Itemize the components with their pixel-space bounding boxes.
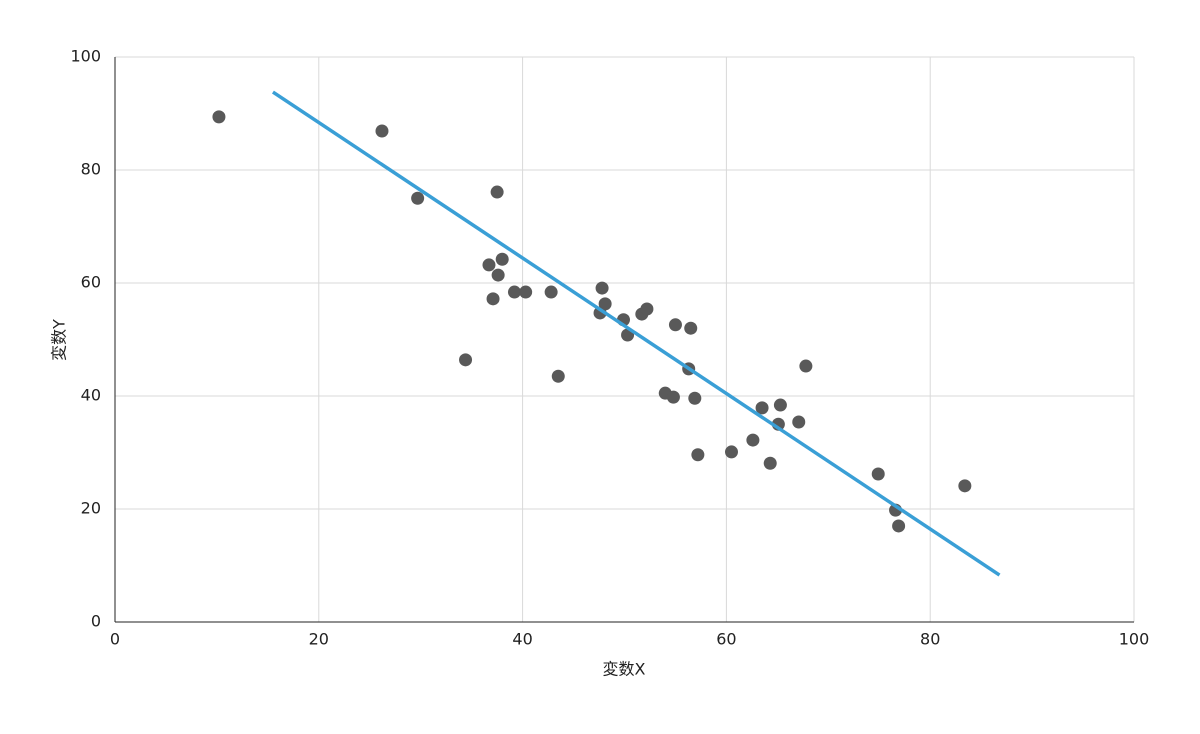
y-tick-label: 100 — [70, 47, 101, 66]
x-tick-label: 80 — [920, 630, 940, 649]
x-tick-label: 20 — [309, 630, 329, 649]
point — [551, 369, 565, 383]
point — [491, 268, 505, 282]
point — [519, 285, 533, 299]
x-tick-label: 100 — [1119, 630, 1150, 649]
point — [212, 110, 226, 124]
point — [746, 433, 760, 447]
point — [755, 401, 769, 415]
point — [507, 285, 521, 299]
y-tick-label: 40 — [81, 386, 101, 405]
point — [459, 353, 473, 367]
point — [892, 519, 906, 533]
y-axis-label: 変数Y — [50, 319, 69, 361]
point — [691, 448, 705, 462]
point — [763, 456, 777, 470]
point — [666, 390, 680, 404]
point — [688, 391, 702, 405]
point — [482, 258, 496, 272]
point — [724, 445, 738, 459]
point — [871, 467, 885, 481]
x-tick-label: 60 — [716, 630, 736, 649]
y-tick-label: 20 — [81, 499, 101, 518]
point — [544, 285, 558, 299]
trendline — [271, 90, 1001, 577]
point — [773, 398, 787, 412]
x-tick-label: 40 — [512, 630, 532, 649]
point — [411, 191, 425, 205]
point — [490, 185, 504, 199]
point — [640, 302, 654, 316]
point — [958, 479, 972, 493]
point — [486, 292, 500, 306]
point — [595, 281, 609, 295]
x-tick-label: 0 — [110, 630, 120, 649]
y-tick-label: 80 — [81, 160, 101, 179]
x-axis-label: 変数X — [603, 660, 646, 679]
point — [495, 252, 509, 266]
point — [792, 415, 806, 429]
point — [375, 124, 389, 138]
point — [684, 321, 698, 335]
y-tick-label: 60 — [81, 273, 101, 292]
point — [799, 359, 813, 373]
point — [668, 318, 682, 332]
y-tick-label: 0 — [91, 612, 101, 631]
